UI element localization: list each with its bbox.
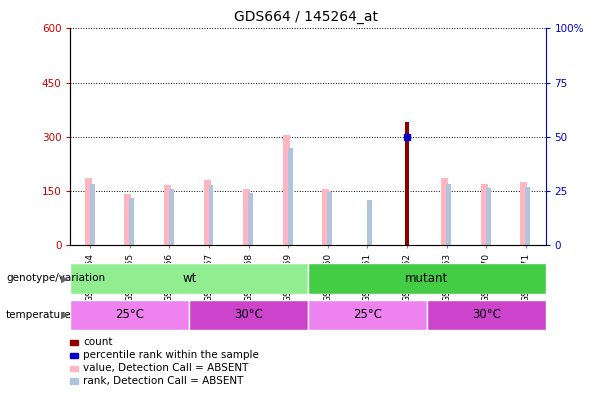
Bar: [485, 188, 490, 245]
Bar: [427, 300, 546, 330]
Bar: [204, 180, 211, 245]
Text: 25°C: 25°C: [115, 308, 145, 322]
Text: GDS664 / 145264_at: GDS664 / 145264_at: [235, 10, 378, 24]
Bar: [208, 185, 213, 245]
Text: ▶: ▶: [61, 273, 68, 283]
Bar: [367, 200, 371, 245]
Text: rank, Detection Call = ABSENT: rank, Detection Call = ABSENT: [83, 376, 244, 386]
Text: mutant: mutant: [405, 272, 449, 285]
Bar: [169, 189, 174, 245]
Text: value, Detection Call = ABSENT: value, Detection Call = ABSENT: [83, 363, 249, 373]
Bar: [90, 183, 94, 245]
Text: genotype/variation: genotype/variation: [6, 273, 105, 283]
Bar: [441, 178, 448, 245]
Bar: [481, 183, 488, 245]
Bar: [70, 263, 308, 294]
Bar: [243, 189, 250, 245]
Bar: [248, 193, 253, 245]
Text: ▶: ▶: [61, 310, 68, 320]
Bar: [85, 178, 92, 245]
Text: 30°C: 30°C: [472, 308, 501, 322]
Bar: [446, 183, 451, 245]
Bar: [124, 194, 131, 245]
Text: count: count: [83, 337, 113, 347]
Bar: [189, 300, 308, 330]
Bar: [308, 263, 546, 294]
Bar: [322, 189, 329, 245]
Bar: [405, 122, 409, 245]
Text: temperature: temperature: [6, 310, 72, 320]
Bar: [70, 300, 189, 330]
Text: wt: wt: [182, 272, 196, 285]
Text: 25°C: 25°C: [353, 308, 382, 322]
Bar: [288, 147, 292, 245]
Text: 30°C: 30°C: [234, 308, 263, 322]
Bar: [129, 198, 134, 245]
Bar: [164, 185, 171, 245]
Bar: [520, 182, 527, 245]
Bar: [327, 192, 332, 245]
Bar: [283, 135, 290, 245]
Bar: [525, 187, 530, 245]
Text: percentile rank within the sample: percentile rank within the sample: [83, 350, 259, 360]
Bar: [308, 300, 427, 330]
